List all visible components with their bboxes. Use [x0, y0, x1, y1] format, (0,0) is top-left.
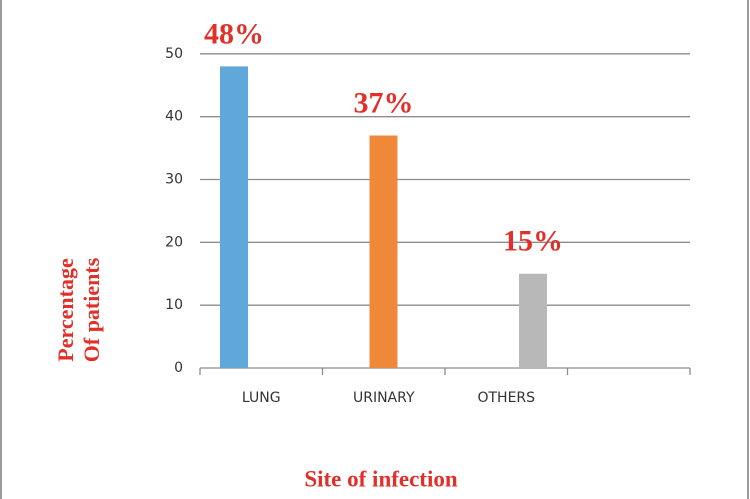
bar: [220, 66, 248, 369]
bar: [369, 135, 398, 368]
value-label: 48%: [204, 17, 264, 50]
y-tick-label: 30: [165, 172, 183, 188]
y-tick-label: 20: [165, 234, 183, 250]
y-axis-label: Of patients: [79, 257, 104, 362]
x-tick-label: LUNG: [242, 390, 281, 406]
y-tick-label: 50: [165, 46, 183, 62]
x-axis-label: Site of infection: [304, 466, 458, 491]
y-tick-label: 10: [165, 297, 183, 313]
y-tick-label: 40: [165, 109, 183, 125]
x-tick-label: URINARY: [353, 390, 415, 406]
y-axis-label: Percentage: [53, 258, 78, 362]
x-tick-label: OTHERS: [477, 390, 535, 406]
value-label: 15%: [503, 225, 563, 258]
value-label: 37%: [354, 86, 414, 119]
bar: [519, 273, 547, 368]
y-tick-label: 0: [174, 360, 183, 376]
